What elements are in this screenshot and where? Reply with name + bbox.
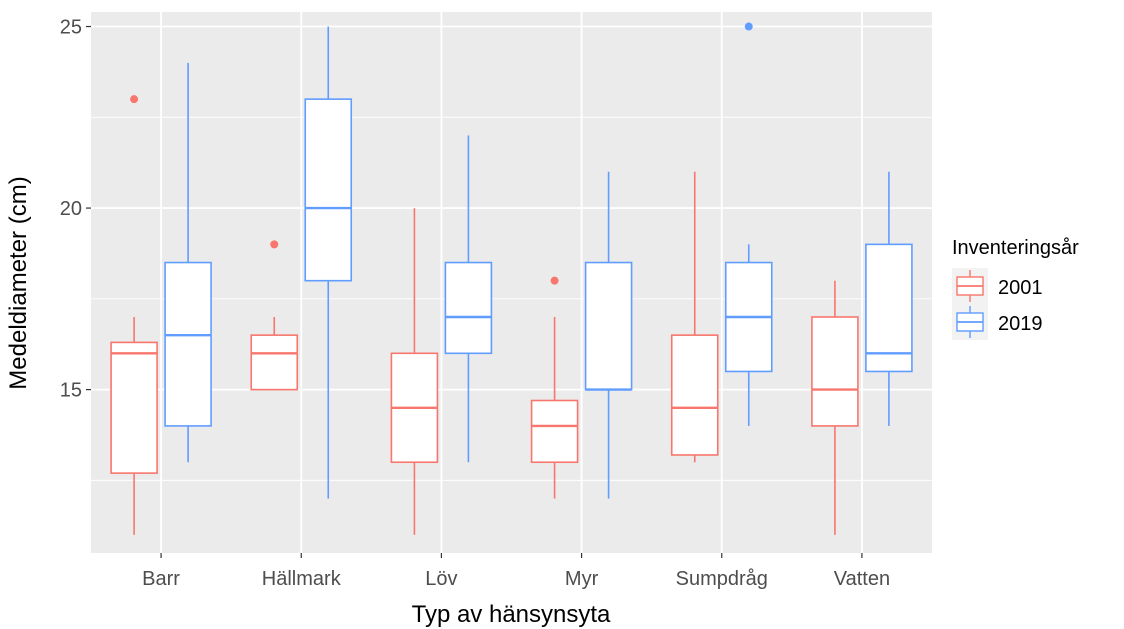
x-tick-label: Sumpdråg [676,568,768,590]
iqr-box [811,316,859,427]
legend-item-2019: 2019 [952,304,1043,340]
box-2019-Barr [164,62,212,463]
legend-label: 2019 [998,313,1043,335]
legend-item-2001: 2001 [952,268,1043,304]
iqr-box [584,261,633,391]
y-tick-label: 15 [60,380,82,402]
box-2001-Löv [390,208,439,535]
box-2019-Sumpdråg [724,22,773,426]
x-tick-label: Hällmark [262,568,342,590]
x-axis-ticks: Barr Hällmark Löv Myr Sumpdråg Vatten [142,553,890,590]
outlier-point [744,22,753,31]
y-tick-label: 25 [60,17,82,39]
box-2019-Hällmark [304,26,353,499]
x-axis-title: Typ av hänsynsyta [412,601,611,628]
x-tick-label: Vatten [834,568,890,590]
y-axis-title: Medeldiameter (cm) [5,176,32,389]
box-2001-Sumpdråg [670,171,719,463]
outlier-point [130,95,139,104]
iqr-box [865,243,913,373]
y-tick-label: 20 [60,198,82,220]
box-2001-Vatten [811,280,859,535]
iqr-box [110,341,158,474]
legend: Inventeringsår 2001 2019 [952,237,1079,340]
x-tick-label: Löv [425,568,457,590]
grid-lines [91,12,932,553]
outlier-point [270,240,279,249]
legend-title: Inventeringsår [952,237,1079,259]
iqr-box [164,261,212,427]
iqr-box [530,399,579,464]
box-2001-Myr [530,276,579,499]
y-axis-ticks: 15 20 25 [60,17,91,402]
outlier-point [550,276,559,285]
box-2019-Vatten [865,171,913,426]
box-2019-Myr [584,171,633,499]
x-tick-label: Myr [565,568,599,590]
boxes [110,22,913,535]
legend-label: 2001 [998,277,1043,299]
iqr-box [304,98,353,282]
x-tick-label: Barr [142,568,180,590]
box-2001-Hällmark [250,240,299,391]
iqr-box [444,261,493,355]
box-2001-Barr [110,95,158,535]
iqr-box [250,334,299,391]
box-2019-Löv [444,135,493,463]
iqr-box [670,334,719,456]
panel-background [91,12,932,553]
